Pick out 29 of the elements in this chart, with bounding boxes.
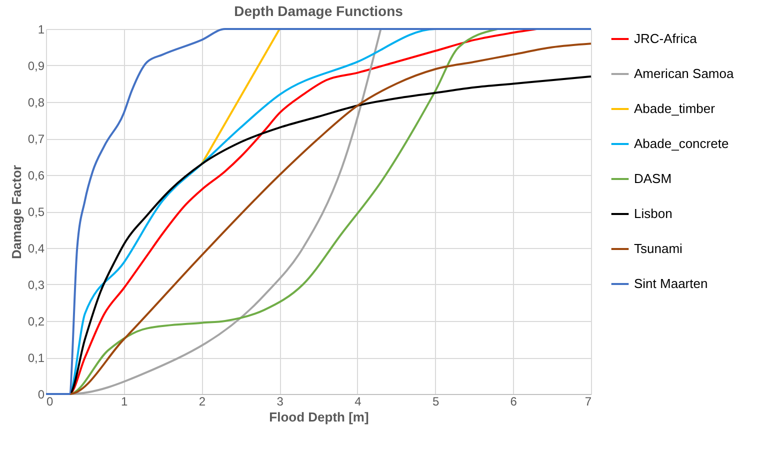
y-tick-label: 0,4 — [28, 242, 45, 256]
legend-label: Lisbon — [634, 206, 672, 221]
chart-title: Depth Damage Functions — [234, 3, 404, 19]
y-axis-title: Damage Factor — [8, 165, 24, 259]
y-tick-label: 0,5 — [28, 205, 45, 219]
x-tick-label: 3 — [276, 394, 284, 408]
x-tick-label: 7 — [584, 394, 592, 408]
y-tick-label: 1 — [38, 22, 45, 36]
y-tick-label: 0,7 — [28, 132, 45, 146]
y-tick-label: 0,3 — [28, 278, 45, 292]
legend-label: Abade_timber — [634, 101, 716, 116]
x-tick-label: 4 — [354, 394, 362, 408]
legend-label: Tsunami — [634, 241, 683, 256]
legend-label: JRC-Africa — [634, 31, 698, 46]
y-tick-label: 0,9 — [28, 59, 45, 73]
legend-label: American Samoa — [634, 66, 734, 81]
legend-label: DASM — [634, 171, 672, 186]
x-tick-label: 6 — [510, 394, 518, 408]
x-tick-label: 0 — [46, 394, 54, 408]
legend-label: Abade_concrete — [634, 136, 729, 151]
y-tick-label: 0,6 — [28, 168, 45, 182]
x-tick-label: 2 — [198, 394, 206, 408]
y-tick-label: 0,1 — [28, 351, 45, 365]
x-tick-label: 1 — [121, 394, 128, 408]
legend-label: Sint Maarten — [634, 276, 708, 291]
y-tick-label: 0,8 — [28, 96, 45, 110]
x-tick-label: 5 — [432, 394, 440, 408]
y-tick-label: 0,2 — [28, 314, 45, 328]
x-axis-title: Flood Depth [m] — [269, 410, 369, 424]
